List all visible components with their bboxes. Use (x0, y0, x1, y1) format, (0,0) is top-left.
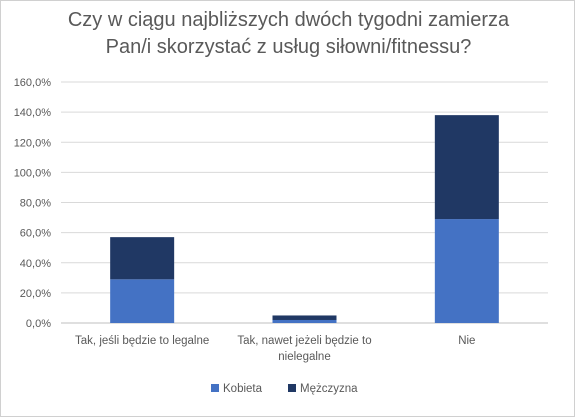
legend-swatch (211, 384, 219, 392)
y-tick-label: 80,0% (20, 198, 51, 210)
x-category-label: Nie (458, 335, 475, 347)
x-category-label: Tak, nawet jeżeli będzie to (237, 335, 371, 347)
y-tick-label: 160,0% (14, 77, 52, 89)
y-tick-label: 120,0% (14, 137, 52, 149)
y-tick-label: 100,0% (14, 167, 52, 179)
bar-kobieta (110, 279, 175, 323)
y-tick-label: 20,0% (20, 288, 51, 300)
y-tick-label: 140,0% (14, 107, 52, 119)
y-tick-label: 40,0% (20, 258, 51, 270)
bar-kobieta (272, 319, 337, 323)
legend-swatch (288, 384, 296, 392)
bar-mezczyzna (272, 315, 337, 320)
legend-label: Mężczyzna (300, 383, 358, 395)
chart-title: Czy w ciągu najbliższych dwóch tygodni z… (1, 7, 575, 61)
bar-kobieta (434, 219, 499, 323)
y-tick-label: 0,0% (26, 318, 51, 330)
bar-mezczyzna (434, 115, 499, 220)
y-tick-label: 60,0% (20, 228, 51, 240)
x-category-label: Tak, jeśli będzie to legalne (75, 335, 209, 347)
bar-mezczyzna (110, 237, 175, 280)
chart-title-line-1: Czy w ciągu najbliższych dwóch tygodni z… (67, 9, 510, 31)
x-category-label: nielegalne (278, 351, 330, 363)
legend-label: Kobieta (223, 383, 263, 395)
chart-title-line-2: Pan/i skorzystać z usług siłowni/fitness… (105, 36, 472, 58)
